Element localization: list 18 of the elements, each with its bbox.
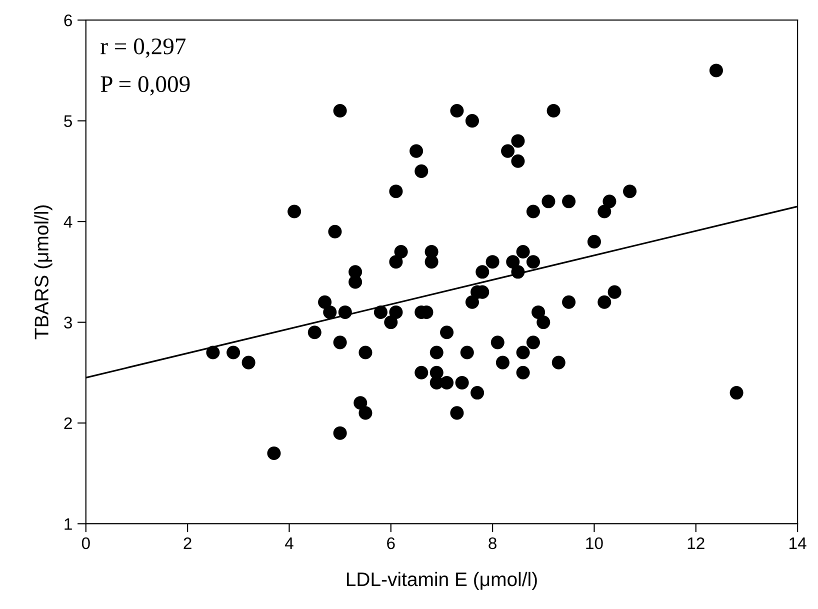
y-axis-title: TBARS (μmol/l) <box>34 205 52 340</box>
x-tick-label: 12 <box>688 537 704 550</box>
x-axis-title: LDL-vitamin E (μmol/l) <box>346 572 537 590</box>
y-tick-label: 5 <box>64 115 72 128</box>
x-tick-label: 4 <box>284 538 294 550</box>
y-tick-label: 2 <box>64 417 72 430</box>
y-tick-label: 6 <box>64 14 72 26</box>
x-tick-label: 6 <box>387 537 395 550</box>
x-tick-label: 10 <box>586 537 603 550</box>
x-tick-label: 2 <box>184 537 192 550</box>
y-tick-label: 4 <box>64 216 72 228</box>
x-tick-label: 0 <box>82 537 90 550</box>
annotation: P = 0,009 <box>100 76 190 96</box>
x-tick-label: 8 <box>488 537 496 550</box>
y-tick-label: 1 <box>64 518 72 530</box>
y-tick-label: 3 <box>64 316 72 328</box>
annotation: r = 0,297 <box>100 38 186 58</box>
x-tick-label: 14 <box>790 538 806 550</box>
